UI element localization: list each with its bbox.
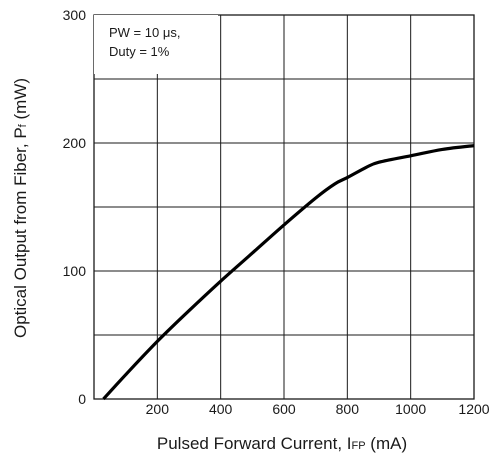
y-tick-label: 300 <box>63 7 87 23</box>
y-tick-label: 200 <box>63 135 87 151</box>
y-tick-label: 100 <box>63 263 87 279</box>
x-tick-label: 600 <box>272 401 296 417</box>
annotation-line-1: PW = 10 μs, <box>109 25 180 40</box>
x-tick-labels: 200 400 600 800 1000 1200 <box>146 401 490 417</box>
y-tick-labels: 0 100 200 300 <box>63 7 87 407</box>
series-line <box>102 144 475 401</box>
x-tick-label: 1000 <box>395 401 426 417</box>
annotation-box <box>94 15 218 74</box>
x-tick-label: 800 <box>336 401 360 417</box>
annotation-line-2: Duty = 1% <box>109 44 170 59</box>
x-tick-label: 400 <box>209 401 233 417</box>
plot-frame <box>93 14 475 400</box>
x-axis-title: Pulsed Forward Current, IFP (mA) <box>157 434 407 453</box>
grid <box>94 15 474 399</box>
annotation-text: Duty = 1% <box>109 44 170 59</box>
y-axis-title: Optical Output from Fiber, Pf (mW) <box>11 78 30 338</box>
y-tick-label: 0 <box>78 391 86 407</box>
x-tick-label: 1200 <box>458 401 489 417</box>
x-tick-label: 200 <box>146 401 170 417</box>
annotation-text: PW = 10 μs, <box>109 25 180 40</box>
